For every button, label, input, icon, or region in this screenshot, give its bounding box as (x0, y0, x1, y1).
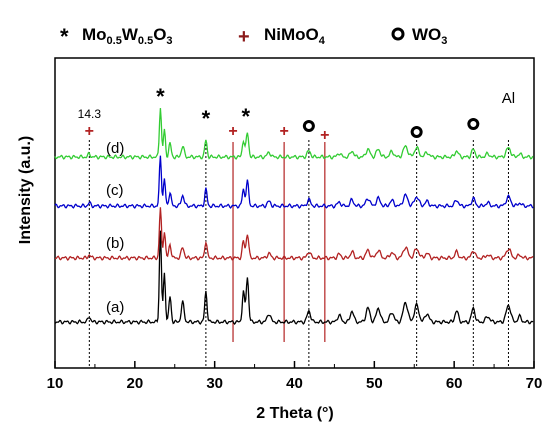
curve-label-a: (a) (106, 299, 124, 316)
x-tick-label: 70 (526, 375, 543, 392)
x-axis-title: 2 Theta (°) (256, 405, 334, 422)
x-tick-label: 50 (366, 375, 383, 392)
plus-marker: + (228, 123, 237, 140)
legend-plus-symbol: + (238, 26, 250, 48)
plus-marker: + (279, 123, 288, 140)
star-marker: * (202, 106, 211, 131)
plus-marker: + (85, 123, 94, 140)
x-ticks: 10 20 30 40 50 60 70 (47, 361, 543, 392)
al-label: Al (502, 90, 515, 107)
curve-label-c: (c) (106, 182, 124, 199)
legend-item-wo3: WO3 (391, 25, 447, 47)
circle-marker (302, 120, 315, 132)
legend-wo3-label: WO3 (412, 25, 447, 47)
legend-nimoo4-label: NiMoO4 (264, 25, 326, 47)
series-line-b (54, 207, 534, 261)
curve-label-b: (b) (106, 235, 124, 252)
x-tick-label: 20 (126, 375, 143, 392)
plus-marker: + (320, 127, 329, 144)
legend-mo-w-o3-label: Mo0.5W0.5O3 (82, 25, 173, 47)
legend-circle-symbol (391, 27, 405, 41)
curves (54, 108, 534, 326)
series-line-a (54, 230, 534, 326)
curve-labels: (a) (b) (c) (d) (106, 140, 124, 316)
x-tick-label: 60 (446, 375, 463, 392)
phase-markers: * * * + + + +14.3 Al (78, 84, 515, 144)
circle-marker (467, 118, 480, 130)
curve-label-d: (d) (106, 140, 124, 157)
x-tick-label: 30 (206, 375, 223, 392)
star-marker: * (156, 84, 165, 109)
legend-item-nimoo4: + NiMoO4 (238, 25, 326, 48)
circle-marker (410, 126, 423, 138)
x-tick-label: 10 (47, 375, 64, 392)
legend: * Mo0.5W0.5O3 + NiMoO4 WO3 (60, 24, 447, 49)
y-axis-title: Intensity (a.u.) (17, 136, 34, 244)
x-tick-label: 40 (286, 375, 303, 392)
reference-lines (88, 140, 509, 366)
series-line-d (54, 108, 534, 160)
peak-label-14-3: 14.3 (78, 107, 102, 121)
star-marker: * (242, 104, 251, 129)
legend-item-mo-w-o3: * Mo0.5W0.5O3 (60, 24, 173, 49)
legend-star-symbol: * (60, 24, 69, 49)
series-line-c (54, 155, 534, 209)
